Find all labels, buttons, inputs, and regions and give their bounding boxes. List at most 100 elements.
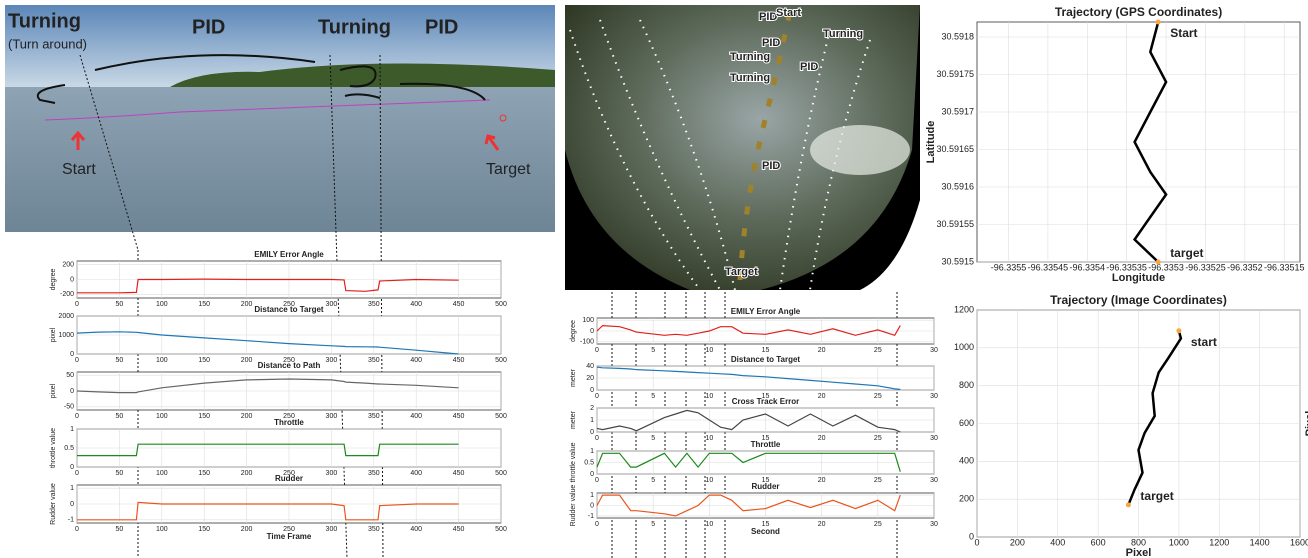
- chart-title: Throttle: [751, 440, 781, 449]
- x-tick-label: 20: [818, 477, 826, 484]
- x-tick-label: 0: [75, 470, 79, 477]
- y-tick-label: 800: [959, 380, 974, 390]
- x-tick-label: 0: [75, 526, 79, 533]
- y-tick-label: 0: [590, 429, 594, 436]
- y-tick-label: 100: [582, 317, 594, 324]
- x-tick-label: -96.3353: [1148, 262, 1184, 272]
- x-tick-label: 300: [326, 526, 338, 533]
- x-tick-label: 450: [453, 301, 465, 308]
- y-tick-label: -100: [580, 339, 594, 346]
- chart-title: Rudder: [275, 474, 303, 483]
- x-tick-label: 450: [453, 357, 465, 364]
- y-axis-label: Rudder value: [570, 485, 577, 527]
- x-tick-label: 30: [930, 477, 938, 484]
- x-tick-label: 5: [651, 393, 655, 400]
- y-tick-label: 0.5: [64, 445, 74, 452]
- x-tick-label: 400: [1050, 537, 1065, 547]
- y-tick-label: 2000: [58, 313, 74, 320]
- x-tick-label: 10: [705, 435, 713, 442]
- photo-label: Turning: [730, 72, 770, 84]
- x-tick-label: 350: [368, 526, 380, 533]
- x-tick-label: 200: [1010, 537, 1025, 547]
- chart-title: Trajectory (GPS Coordinates): [1055, 5, 1222, 19]
- end-marker: [1156, 20, 1161, 25]
- y-tick-label: 0: [70, 388, 74, 395]
- x-tick-label: 600: [1091, 537, 1106, 547]
- photo-label: PID: [192, 16, 225, 38]
- x-tick-label: 0: [595, 521, 599, 528]
- y-tick-label: 20: [586, 375, 594, 382]
- y-tick-label: -50: [64, 404, 74, 411]
- water: [5, 87, 555, 232]
- x-tick-label: 50: [116, 357, 124, 364]
- y-tick-label: 0: [70, 501, 74, 508]
- y-tick-label: 1: [590, 448, 594, 455]
- y-tick-label: 1200: [954, 304, 974, 314]
- y-tick-label: 200: [959, 494, 974, 504]
- photo-label: PID: [425, 16, 458, 38]
- x-tick-label: 200: [241, 413, 253, 420]
- photo-label: Turning: [730, 51, 770, 63]
- x-tick-label: 5: [651, 435, 655, 442]
- x-tick-label: 0: [595, 477, 599, 484]
- x-tick-label: 25: [874, 477, 882, 484]
- y-tick-label: -1: [588, 513, 594, 520]
- x-tick-label: 100: [156, 301, 168, 308]
- x-tick-label: 50: [116, 470, 124, 477]
- x-tick-label: 400: [410, 470, 422, 477]
- y-tick-label: 50: [66, 372, 74, 379]
- y-tick-label: 0: [70, 351, 74, 358]
- x-tick-label: 400: [410, 357, 422, 364]
- chart-title: Distance to Path: [258, 361, 321, 370]
- x-tick-label: 100: [156, 357, 168, 364]
- x-tick-label: 350: [368, 470, 380, 477]
- y-axis-label: throttle value: [50, 428, 57, 468]
- x-axis-label: Pixel: [1126, 547, 1152, 558]
- y-tick-label: 1: [70, 426, 74, 433]
- y-axis-label: Pixel: [1304, 411, 1308, 437]
- chart-title: Rudder: [752, 482, 780, 491]
- photo-label: Turning: [823, 28, 863, 40]
- y-tick-label: 200: [62, 262, 74, 269]
- y-axis-label: pixel: [50, 327, 57, 342]
- x-axis-label: Longitude: [1112, 272, 1165, 284]
- figure: Turning (Turn around) PID Turning PID Start Ta…: [0, 0, 1308, 558]
- x-tick-label: 30: [930, 521, 938, 528]
- x-tick-label: 5: [651, 477, 655, 484]
- photo-label: Target: [486, 161, 531, 178]
- x-tick-label: 150: [198, 301, 210, 308]
- y-axis-label: Latitude: [925, 121, 937, 164]
- x-tick-label: 10: [705, 347, 713, 354]
- x-tick-label: 5: [651, 521, 655, 528]
- x-tick-label: 200: [241, 470, 253, 477]
- y-tick-label: 1: [590, 492, 594, 499]
- x-tick-label: 450: [453, 526, 465, 533]
- annotation: Start: [1170, 26, 1197, 40]
- x-tick-label: 150: [198, 413, 210, 420]
- x-tick-label: 300: [326, 301, 338, 308]
- y-axis-label: meter: [570, 410, 577, 429]
- y-tick-label: 0: [590, 502, 594, 509]
- x-tick-label: -96.3354: [1070, 262, 1106, 272]
- chart-title: Cross Track Error: [732, 397, 800, 406]
- x-tick-label: 350: [368, 413, 380, 420]
- annotation: target: [1140, 489, 1173, 503]
- y-tick-label: 30.5918: [941, 31, 974, 41]
- x-tick-label: 0: [75, 413, 79, 420]
- photo-label: (Turn around): [8, 36, 87, 51]
- x-tick-label: 0: [595, 347, 599, 354]
- y-axis-label: Rudder value: [50, 483, 57, 525]
- x-tick-label: 400: [410, 526, 422, 533]
- x-tick-label: 150: [198, 526, 210, 533]
- annotation: target: [1170, 246, 1203, 260]
- photo-label: Start: [62, 161, 96, 178]
- y-tick-label: 40: [586, 363, 594, 370]
- x-tick-label: 30: [930, 393, 938, 400]
- y-axis-label: pixel: [50, 383, 57, 398]
- photo-label: Target: [725, 266, 758, 278]
- x-tick-label: 150: [198, 470, 210, 477]
- x-tick-label: 0: [75, 357, 79, 364]
- y-tick-label: 2: [590, 405, 594, 412]
- x-tick-label: 200: [241, 526, 253, 533]
- x-tick-label: 150: [198, 357, 210, 364]
